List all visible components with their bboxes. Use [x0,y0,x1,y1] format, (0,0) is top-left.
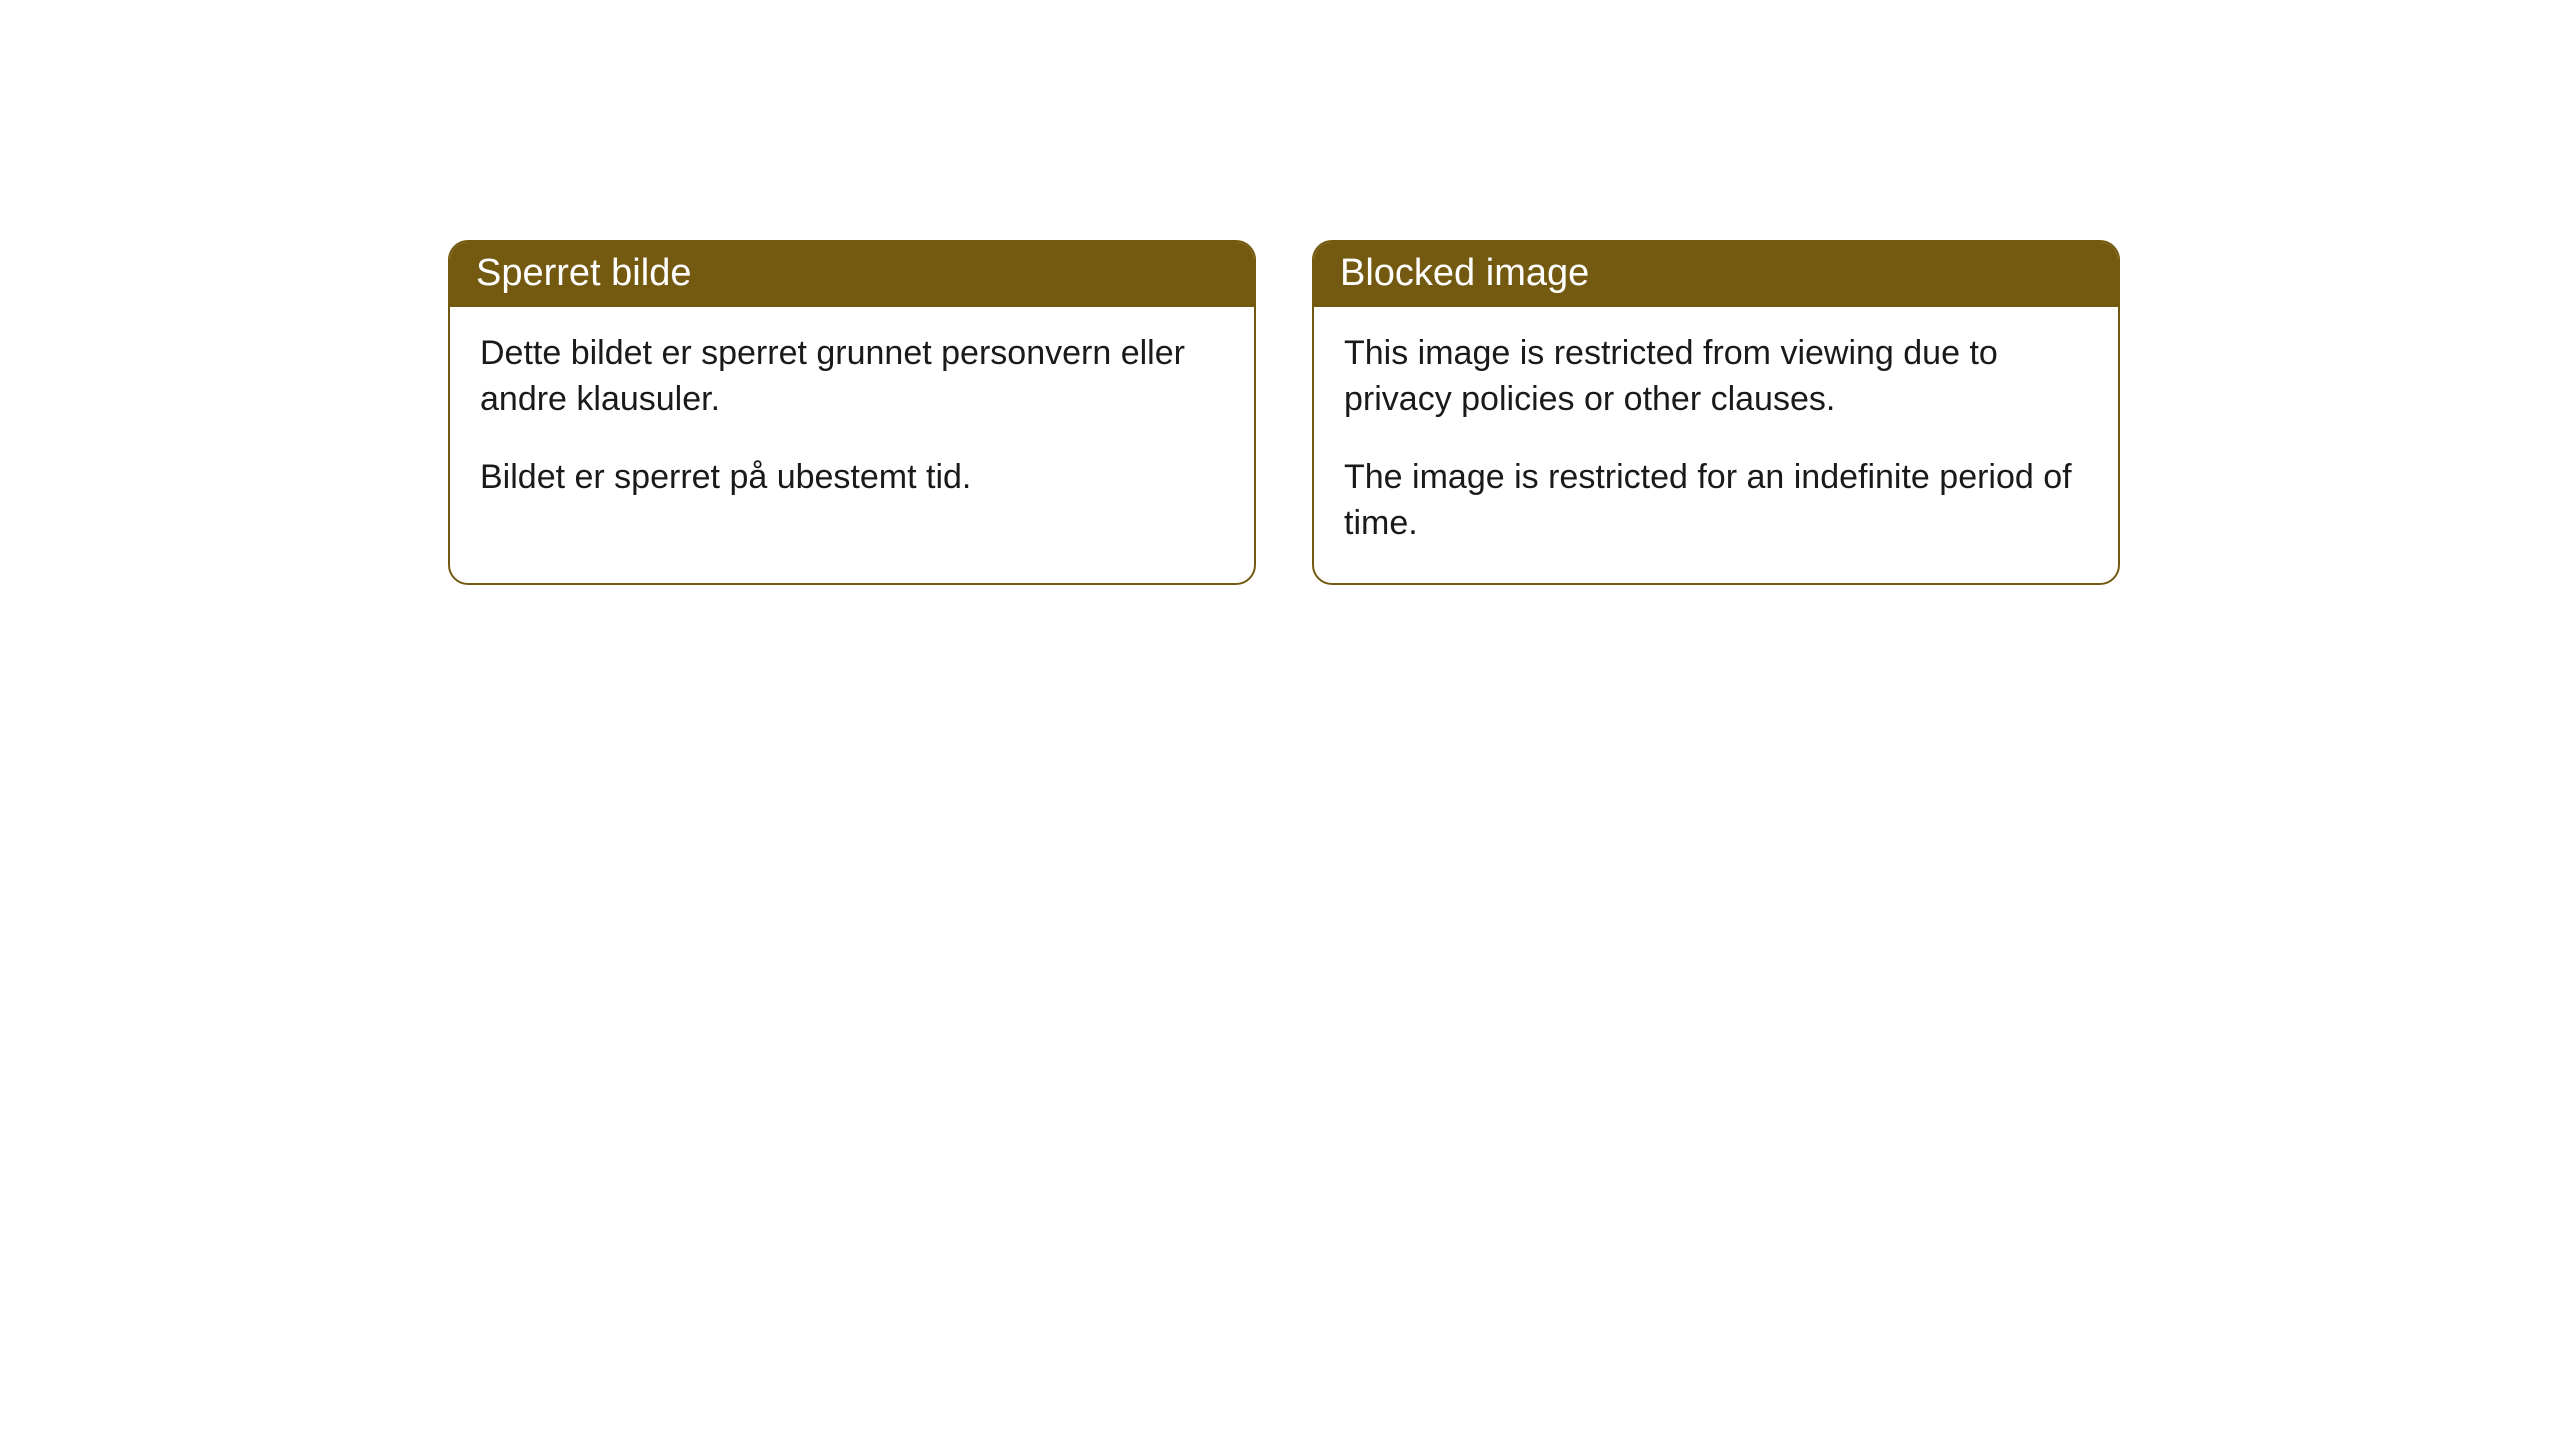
card-body: This image is restricted from viewing du… [1314,307,2118,583]
card-header: Sperret bilde [450,242,1254,307]
notice-card-norwegian: Sperret bilde Dette bildet er sperret gr… [448,240,1256,585]
card-paragraph: This image is restricted from viewing du… [1344,331,2088,423]
card-body: Dette bildet er sperret grunnet personve… [450,307,1254,537]
card-paragraph: Dette bildet er sperret grunnet personve… [480,331,1224,423]
card-title: Sperret bilde [476,252,691,294]
card-header: Blocked image [1314,242,2118,307]
notice-container: Sperret bilde Dette bildet er sperret gr… [0,0,2560,585]
card-paragraph: The image is restricted for an indefinit… [1344,455,2088,547]
card-title: Blocked image [1340,252,1589,294]
card-paragraph: Bildet er sperret på ubestemt tid. [480,455,1224,501]
notice-card-english: Blocked image This image is restricted f… [1312,240,2120,585]
